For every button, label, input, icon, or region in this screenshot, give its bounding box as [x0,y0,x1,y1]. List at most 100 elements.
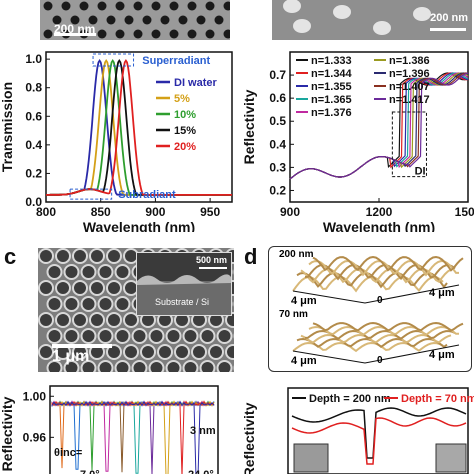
y-axis-label-a: Transmission [0,82,15,172]
sem-cell [114,296,131,312]
sem-cell [80,296,97,312]
sem-cell [191,344,207,360]
y-axis-label-c: Reflectivity [0,396,15,471]
sem-cell [123,312,139,328]
sem-cell [106,248,122,264]
sem-cell [89,248,105,264]
sem-cell [38,248,54,264]
legend-label-b: n=1.417 [389,94,430,106]
sem-cell [97,328,114,344]
legend-label-b: n=1.407 [389,81,430,93]
y-tick-label-c: 0.96 [23,430,47,444]
sem-cell [225,312,234,328]
sem-cell [63,264,80,280]
sem-hole [160,15,170,25]
afm-label-70: 70 nm [279,309,308,320]
afm-zero-b: 0 [377,355,383,366]
y-tick-label-c: 1.00 [23,389,47,403]
x-tick-label-a: 850 [91,205,111,219]
scale-line-b [430,28,466,31]
legend-label-b: n=1.386 [389,55,430,67]
y-tick-label-b: 0.6 [269,91,286,105]
afm-surface-200 [304,263,456,281]
sem-cell [46,328,63,344]
sem-particle [413,7,431,21]
sem-cell [114,328,131,344]
y-tick-label-b: 0.3 [269,160,286,174]
legend-label-b: n=1.344 [311,68,353,80]
sem-cell [131,328,148,344]
plot-frame-a [45,51,233,203]
scale-label-b: 200 nm [430,12,468,24]
legend-label-b: n=1.376 [311,107,352,119]
sem-image-a: 200 nm [40,0,230,40]
sem-hole [196,15,206,25]
di-label: DI [415,165,426,177]
sem-cell [123,344,139,360]
scale-line-c [52,344,112,348]
sem-hole [223,1,230,11]
annot-7deg: 7.0° [80,469,100,474]
y-tick-label-a: 0.4 [25,138,42,152]
afm-surface-70-axis [292,344,460,364]
sem-hole [187,1,197,11]
sem-hole [178,15,188,25]
sem-cell [106,312,122,328]
superradiant-box [92,53,135,67]
afm-label-200: 200 nm [279,249,314,260]
afm-axis-4um-a: 4 μm [291,295,317,307]
inset-scale-label: 500 nm [195,255,227,265]
legend-label-d: Depth = 200 nm [309,393,391,405]
sem-cell [55,280,71,296]
sem-cell [38,280,54,296]
sem-cell [114,360,131,372]
sem-cell [182,328,199,344]
sem-cell [97,296,114,312]
legend-label-b: n=1.365 [311,94,352,106]
y-tick-label-b: 0.4 [269,137,286,151]
sem-cell [140,344,156,360]
sem-cell [38,344,54,360]
sem-particle [293,19,311,33]
series-line-c [51,400,215,474]
sem-hole [214,15,224,25]
sem-cell [148,328,165,344]
sem-cell [63,360,80,372]
sem-hole [43,1,53,11]
sem-particle [333,5,351,19]
series-line-b [289,72,469,180]
sem-hole [124,15,134,25]
sem-cell [72,280,88,296]
x-tick-label-a: 900 [145,205,165,219]
sem-cell [80,264,97,280]
cross-section-inset [137,274,231,315]
scale-label-a: 200 nm [54,22,96,36]
sem-hole [142,15,152,25]
sem-cell [97,360,114,372]
chart-transmission: 800 850 900 950 0.0 0.2 0.4 0.6 0.8 1.0 Wavelength… [0,51,233,232]
afm-surface-200-axis [292,284,460,304]
legend-label-d: Depth = 70 nm [401,393,474,405]
sem-hole [61,1,71,11]
afm-surface-70 [312,321,464,332]
sem-cell [46,296,63,312]
series-line-d [291,407,467,459]
sem-cell [165,360,182,372]
series-line-c [51,400,215,474]
afm-axis-4um-b: 4 μm [429,287,455,299]
sem-cell [157,344,173,360]
sem-cell [63,328,80,344]
sem-hole [52,15,62,25]
afm-surface-200 [308,259,459,277]
legend-label-b: n=1.333 [311,55,352,67]
scale-bar-a: 200 nm [54,20,95,38]
sem-cell [89,280,105,296]
sem-hole [133,1,143,11]
legend-label-a: 10% [174,109,196,121]
sem-cell [182,360,199,372]
scale-label-c: 1 μm [52,348,90,365]
sem-image-b: 200 nm [272,0,472,40]
y-axis-label-d: Reflectivity [241,402,257,474]
